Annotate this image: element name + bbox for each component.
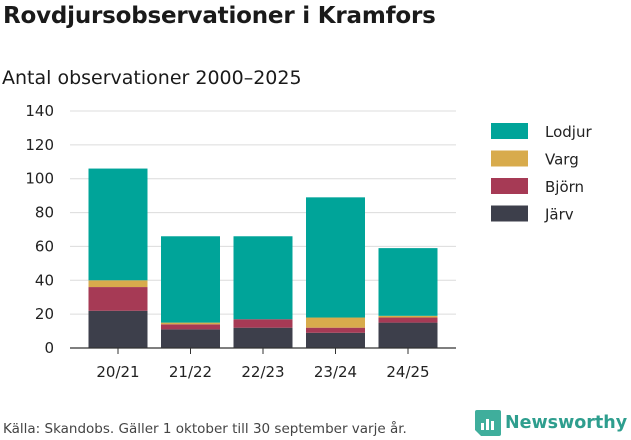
y-tick-label: 40 <box>35 271 54 289</box>
bar-lodjur-21-22 <box>161 236 220 323</box>
bar-j-rv-21-22 <box>161 329 220 348</box>
bar-varg-21-22 <box>161 322 220 325</box>
y-axis-ticks: 0 20 40 60 80 100 120 140 <box>25 102 54 357</box>
bar-j-rv-23-24 <box>306 332 365 348</box>
legend-swatch-björn <box>491 178 528 194</box>
bars <box>88 168 438 348</box>
bar-varg-20-21 <box>88 280 148 288</box>
bar-lodjur-23-24 <box>306 197 365 318</box>
y-tick-label: 0 <box>44 339 54 357</box>
x-tick-label: 21/22 <box>169 363 212 381</box>
bar-j-rv-24-25 <box>378 322 438 348</box>
legend-swatch-järv <box>491 205 528 222</box>
bar-varg-23-24 <box>306 317 365 328</box>
legend: Lodjur Varg Björn Järv <box>491 123 592 224</box>
bar-bj-rn-23-24 <box>306 327 365 333</box>
bar-j-rv-20-21 <box>88 310 148 348</box>
bar-bj-rn-20-21 <box>88 287 148 311</box>
legend-label-järv: Järv <box>544 206 574 224</box>
source-note: Källa: Skandobs. Gäller 1 oktober till 3… <box>3 421 407 437</box>
chart-title: Rovdjursobservationer i Kramfors <box>3 3 436 29</box>
y-tick-label: 100 <box>25 170 54 188</box>
chart-subtitle: Antal observationer 2000–2025 <box>2 67 302 89</box>
logo-text: Newsworthy <box>505 413 628 433</box>
x-tick-label: 23/24 <box>314 363 357 381</box>
legend-swatch-lodjur <box>491 123 528 139</box>
bar-lodjur-24-25 <box>378 248 438 316</box>
newsworthy-logo-icon <box>475 410 501 436</box>
x-tick-label: 24/25 <box>386 363 429 381</box>
bar-bj-rn-21-22 <box>161 324 220 330</box>
y-tick-label: 60 <box>35 237 54 255</box>
x-axis: 20/21 21/22 22/23 23/24 24/25 <box>70 347 456 381</box>
legend-label-lodjur: Lodjur <box>545 123 592 141</box>
newsworthy-logo: Newsworthy <box>475 406 627 440</box>
legend-label-varg: Varg <box>545 151 579 169</box>
bar-j-rv-22-23 <box>233 327 293 348</box>
legend-swatch-varg <box>491 150 528 167</box>
bar-lodjur-22-23 <box>233 236 293 320</box>
y-tick-label: 80 <box>35 204 54 222</box>
x-tick-label: 20/21 <box>96 363 139 381</box>
bar-lodjur-20-21 <box>88 168 148 281</box>
bar-bj-rn-24-25 <box>378 317 438 323</box>
y-tick-label: 140 <box>25 102 54 120</box>
bar-varg-24-25 <box>378 315 438 318</box>
legend-label-björn: Björn <box>545 178 584 196</box>
y-tick-label: 120 <box>25 136 54 154</box>
bar-bj-rn-22-23 <box>233 319 293 328</box>
x-tick-label: 22/23 <box>241 363 284 381</box>
y-tick-label: 20 <box>35 305 54 323</box>
